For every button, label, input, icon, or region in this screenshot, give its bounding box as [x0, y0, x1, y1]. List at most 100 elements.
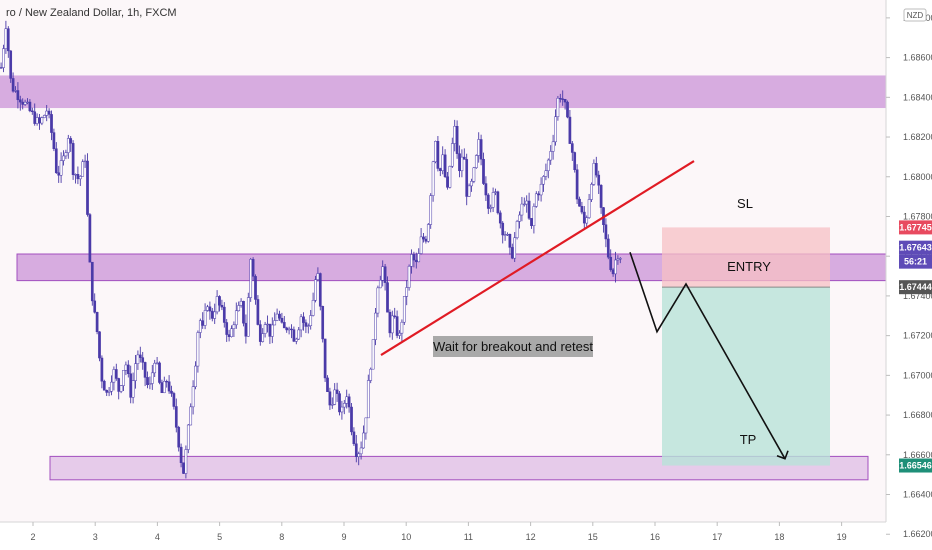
candle-body — [174, 406, 178, 428]
candle-body — [496, 191, 500, 214]
candle-body — [134, 363, 137, 381]
candle-body — [189, 406, 193, 426]
candle-body — [582, 211, 586, 224]
candle-body — [76, 174, 80, 180]
candle-body — [400, 321, 404, 334]
annotations-layer: SL ENTRY TP Wait for breakout and retest — [433, 196, 771, 447]
x-tick-label: 2 — [30, 532, 35, 542]
candle-body — [556, 97, 560, 117]
candle-body — [575, 169, 579, 200]
candle-body — [364, 417, 368, 434]
x-tick-label: 19 — [837, 532, 847, 542]
candle-body — [522, 203, 526, 206]
candle-body — [131, 380, 135, 398]
candle-body — [0, 67, 3, 69]
candle-body — [167, 381, 171, 392]
candle-body — [83, 160, 87, 163]
x-tick-label: 4 — [155, 532, 160, 542]
candle-body — [568, 116, 572, 144]
candle-body — [23, 101, 27, 105]
candle-body — [122, 370, 125, 386]
candle-body — [69, 138, 73, 144]
candle-body — [261, 333, 265, 342]
candle-body — [18, 99, 22, 103]
candle-body — [126, 364, 130, 374]
candle-body — [100, 357, 104, 382]
candle-body — [234, 310, 238, 326]
candle-body — [597, 174, 601, 186]
candle-body — [530, 218, 533, 227]
candle-body — [304, 322, 308, 327]
candle-body — [177, 427, 181, 448]
candle-body — [402, 296, 406, 323]
candle-body — [347, 396, 351, 408]
candle-body — [232, 324, 236, 330]
candle-body — [429, 195, 433, 225]
candle-body — [254, 276, 257, 300]
y-tick-label: 1.68400 — [903, 92, 932, 102]
candle-body — [443, 154, 447, 177]
candle-body — [62, 155, 65, 161]
candle-body — [138, 354, 142, 358]
candle-body — [14, 90, 17, 92]
candle-body — [474, 155, 478, 169]
candle-body — [57, 172, 61, 176]
candle-body — [292, 329, 296, 342]
candle-body — [546, 159, 550, 171]
candle-body — [129, 373, 133, 398]
entry-label: ENTRY — [727, 259, 771, 274]
candle-body — [590, 184, 593, 200]
candle-body — [86, 160, 89, 215]
stop-loss-box — [662, 227, 830, 288]
time-axis[interactable]: 2 3 4 5 8 9 10 11 12 15 16 17 18 19 — [30, 522, 847, 542]
candle-body — [150, 372, 154, 384]
candle-body — [124, 364, 128, 371]
candle-body — [558, 97, 562, 100]
candle-body — [165, 381, 169, 383]
candle-body — [436, 141, 440, 169]
y-tick-label: 1.66200 — [903, 529, 932, 539]
y-tick-label: 1.68200 — [903, 132, 932, 142]
candle-body — [273, 320, 277, 326]
candle-body — [146, 377, 149, 386]
candle-body — [268, 323, 272, 337]
candle-body — [263, 324, 267, 334]
candle-body — [162, 381, 166, 394]
y-tick-label: 1.66400 — [903, 490, 932, 500]
candle-body — [158, 362, 161, 383]
candle-body — [290, 328, 293, 331]
candle-body — [282, 322, 286, 329]
candle-body — [311, 300, 315, 316]
candle-body — [11, 78, 15, 92]
currency-badge[interactable]: NZD — [903, 8, 927, 22]
candle-body — [35, 117, 39, 124]
candle-body — [539, 183, 543, 196]
candle-body — [239, 300, 243, 306]
time-axis-background — [0, 522, 932, 550]
candle-body — [328, 391, 332, 406]
candle-body — [345, 396, 349, 404]
candle-body — [426, 224, 430, 242]
candle-body — [318, 273, 322, 307]
candle-body — [412, 254, 416, 261]
candle-body — [244, 322, 248, 337]
candle-body — [585, 217, 589, 224]
badge-last-text: 1.67643 — [899, 243, 932, 253]
candle-body — [66, 138, 70, 153]
y-tick-label: 1.67800 — [903, 211, 932, 221]
candle-body — [441, 154, 445, 171]
candle-body — [38, 117, 41, 124]
candle-body — [54, 148, 58, 173]
candle-body — [220, 304, 224, 308]
candle-body — [460, 156, 464, 172]
candle-body — [153, 362, 157, 374]
x-tick-label: 5 — [217, 532, 222, 542]
candle-body — [246, 297, 250, 337]
x-tick-label: 8 — [279, 532, 284, 542]
candle-body — [482, 158, 485, 184]
candle-body — [172, 393, 176, 407]
candle-body — [383, 266, 387, 283]
candle-body — [198, 320, 202, 333]
candle-body — [302, 316, 305, 323]
